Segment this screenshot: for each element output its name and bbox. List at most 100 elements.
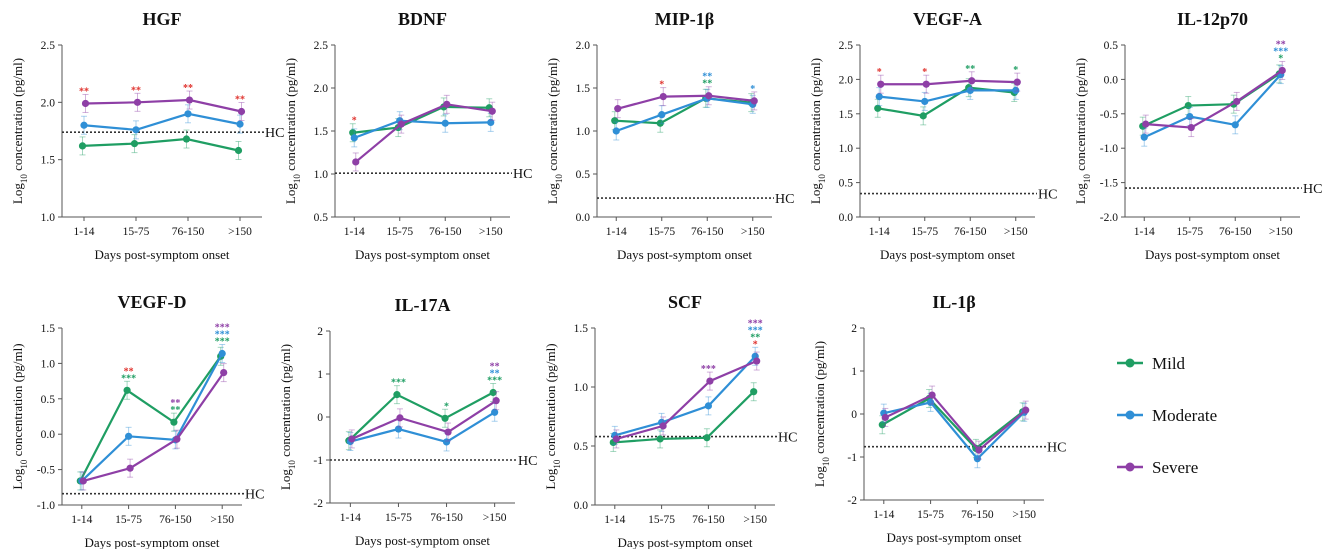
series-moderate <box>875 80 1020 111</box>
y-tick-label: 0.5 <box>576 169 591 181</box>
series-mild <box>609 382 758 452</box>
panel-title: BDNF <box>398 9 447 29</box>
x-axis-label: Days post-symptom onset <box>84 535 219 549</box>
y-tick-label: 1.5 <box>574 323 589 335</box>
x-axis-label: Days post-symptom onset <box>617 247 752 262</box>
data-point <box>612 435 620 443</box>
y-axis-label: Log10 concentration (pg/ml) <box>812 341 831 487</box>
y-axis-label: Log10 concentration (pg/ml) <box>545 58 564 204</box>
series-line-severe <box>351 399 497 440</box>
significance-mark: ** <box>235 95 245 106</box>
y-tick-label: -2 <box>847 495 857 507</box>
significance-mark: ** <box>490 368 500 379</box>
x-tick-label: 76-150 <box>430 512 463 524</box>
y-tick-label: 1.0 <box>314 169 329 181</box>
x-tick-label: 76-150 <box>691 226 724 238</box>
y-tick-label: 0.5 <box>1104 40 1119 52</box>
legend-item-severe: Severe <box>1117 458 1198 477</box>
y-tick-label: 2 <box>317 326 323 338</box>
x-tick-label: 1-14 <box>73 226 94 238</box>
significance-mark: *** <box>121 373 136 384</box>
panel-il-1-: IL-1β -2 -1 0 1 2 1-14 15-75 76-150 >150 Days post… <box>812 292 1066 545</box>
data-point <box>133 98 142 106</box>
y-tick-label: -2.0 <box>1100 212 1118 224</box>
series-severe <box>881 385 1030 460</box>
x-tick-label: 1-14 <box>1134 226 1155 238</box>
panel-title: VEGF-D <box>118 292 187 312</box>
data-point <box>396 414 404 422</box>
data-point <box>184 110 192 118</box>
series-line-mild <box>877 86 1015 118</box>
x-tick-label: 1-14 <box>606 226 627 238</box>
data-point <box>1184 101 1192 110</box>
panel-il-12p70: IL-12p70 -2.0 -1.5 -1.0 -0.5 0.0 0.5 1-14 15-75 7… <box>1073 9 1322 262</box>
series-line-severe <box>85 98 242 113</box>
y-axis-label: Log10 concentration (pg/ml) <box>543 343 562 489</box>
data-point <box>1022 406 1030 414</box>
data-point <box>220 369 228 377</box>
hc-label: HC <box>778 431 797 446</box>
legend: Mild Moderate Severe <box>1117 354 1217 477</box>
series-line-severe <box>616 360 758 440</box>
y-tick-label: 2.0 <box>576 40 591 52</box>
legend-item-moderate: Moderate <box>1117 406 1217 425</box>
series-mild <box>78 129 243 160</box>
y-axis-label: Log10 concentration (pg/ml) <box>1073 58 1092 204</box>
y-tick-label: 2.0 <box>839 74 854 86</box>
y-tick-label: 1.5 <box>839 109 854 121</box>
data-point <box>878 421 886 429</box>
x-tick-label: 15-75 <box>1176 226 1203 238</box>
series-moderate <box>880 392 1028 469</box>
y-tick-label: 0 <box>851 409 857 421</box>
x-axis-label: Days post-symptom onset <box>355 247 490 262</box>
y-tick-label: 0.5 <box>41 394 56 406</box>
data-point <box>236 120 244 128</box>
series-mild <box>874 78 1018 126</box>
y-tick-label: 0.0 <box>839 212 854 224</box>
x-tick-label: 1-14 <box>873 509 894 521</box>
data-point <box>132 126 140 134</box>
data-point <box>442 438 451 446</box>
y-tick-label: -1.5 <box>1100 178 1118 190</box>
y-tick-label: 2.5 <box>839 40 854 52</box>
series-line-severe <box>83 371 225 482</box>
data-point <box>968 77 976 85</box>
data-point <box>874 104 882 112</box>
data-point <box>394 425 403 433</box>
series-line-severe <box>1145 69 1283 129</box>
data-point <box>397 120 405 128</box>
legend-label: Moderate <box>1152 406 1217 425</box>
series-severe <box>348 391 500 449</box>
data-point <box>130 140 139 148</box>
series-line-severe <box>884 393 1027 452</box>
data-point <box>928 391 936 399</box>
significance-mark: * <box>444 401 449 412</box>
y-tick-label: -0.5 <box>37 465 55 477</box>
y-tick-label: 1.5 <box>41 323 56 335</box>
data-point <box>173 435 181 443</box>
x-tick-label: 76-150 <box>961 509 994 521</box>
data-point <box>1187 123 1195 132</box>
x-tick-label: >150 <box>1012 509 1036 521</box>
legend-swatch-marker <box>1125 358 1135 368</box>
data-point <box>705 92 713 100</box>
series-severe <box>614 86 758 119</box>
y-tick-label: 1 <box>317 369 323 381</box>
y-tick-label: 1.5 <box>576 83 591 95</box>
panel-vegf-d: VEGF-D -1.0 -0.5 0.0 0.5 1.0 1.5 1-14 15-75 76-15… <box>10 292 264 550</box>
y-axis-label: Log10 concentration (pg/ml) <box>808 58 827 204</box>
y-axis-label: Log10 concentration (pg/ml) <box>10 343 29 489</box>
series-moderate <box>1140 65 1285 147</box>
data-point <box>659 422 667 430</box>
data-point <box>491 408 499 416</box>
data-point <box>656 119 664 127</box>
y-tick-label: 2.0 <box>314 83 329 95</box>
data-point <box>658 111 666 119</box>
data-point <box>441 414 449 422</box>
x-tick-label: 15-75 <box>123 226 150 238</box>
series-severe <box>612 351 761 449</box>
significance-mark: ** <box>131 85 141 96</box>
data-point <box>487 118 495 126</box>
data-point <box>704 402 713 410</box>
